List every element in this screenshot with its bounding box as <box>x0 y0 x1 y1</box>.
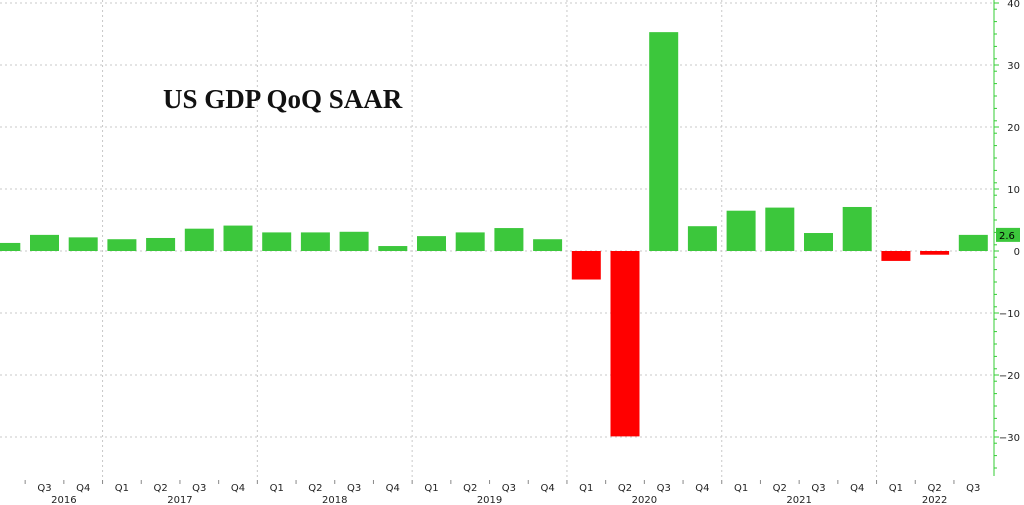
bar <box>0 242 21 251</box>
x-quarter-label: Q1 <box>734 483 748 494</box>
last-value-box <box>996 227 1020 242</box>
x-quarter-label: Q1 <box>889 483 903 494</box>
bar <box>494 228 524 251</box>
x-quarter-label: Q4 <box>231 483 245 494</box>
y-tick-label: −20 <box>999 371 1020 382</box>
bar <box>571 251 601 280</box>
bar <box>610 251 640 437</box>
bar <box>920 251 950 255</box>
bar <box>223 225 253 251</box>
x-year-label: 2018 <box>322 495 347 505</box>
x-year-label: 2020 <box>632 495 657 505</box>
x-quarter-label: Q1 <box>270 483 284 494</box>
x-quarter-label: Q1 <box>579 483 593 494</box>
x-quarter-label: Q3 <box>811 483 825 494</box>
bar <box>455 232 485 251</box>
bar <box>649 32 679 251</box>
last-value-label: 2.6 <box>999 231 1015 242</box>
y-tick-label: −10 <box>999 309 1020 320</box>
x-year-label: 2019 <box>477 495 502 505</box>
x-quarter-label: Q2 <box>153 483 167 494</box>
y-tick-label: 30 <box>1007 61 1020 72</box>
x-quarter-label: Q3 <box>966 483 980 494</box>
y-tick-label: 40 <box>1007 0 1020 10</box>
x-quarter-label: Q2 <box>463 483 477 494</box>
bar <box>842 206 872 251</box>
bar <box>765 207 795 251</box>
grid-layer <box>0 0 994 480</box>
x-quarter-label: Q2 <box>308 483 322 494</box>
bar <box>300 232 330 251</box>
bar <box>804 233 833 251</box>
bar <box>146 237 176 251</box>
bar <box>687 226 717 251</box>
bar <box>30 234 59 251</box>
axis-layer: 40 30 20 10 0 −10 −20 −30 2.6 Q3 Q4 Q1 Q2 Q3 Q4 Q1 Q2 Q3 Q… <box>24 0 1020 505</box>
x-quarter-label: Q3 <box>37 483 51 494</box>
bar <box>958 234 988 251</box>
x-year-label: 2022 <box>922 495 947 505</box>
x-quarter-label: Q4 <box>850 483 864 494</box>
y-tick-label: 0 <box>1014 247 1020 258</box>
x-quarter-label: Q1 <box>115 483 129 494</box>
bar <box>68 237 98 251</box>
bar <box>262 232 292 251</box>
x-quarter-label: Q4 <box>386 483 400 494</box>
x-quarter-label: Q2 <box>618 483 632 494</box>
bar <box>726 210 756 251</box>
bar <box>533 239 563 251</box>
x-quarter-label: Q4 <box>76 483 90 494</box>
bar <box>339 231 369 251</box>
y-tick-label: 10 <box>1007 185 1020 196</box>
bar <box>417 236 446 251</box>
bar <box>184 228 214 251</box>
x-quarter-label: Q3 <box>192 483 206 494</box>
x-quarter-label: Q3 <box>347 483 361 494</box>
bar <box>881 251 911 261</box>
x-quarter-label: Q2 <box>927 483 941 494</box>
x-quarter-label: Q3 <box>657 483 671 494</box>
x-quarter-label: Q1 <box>424 483 438 494</box>
x-quarter-label: Q4 <box>695 483 709 494</box>
y-tick-label: 20 <box>1007 123 1020 134</box>
x-quarter-label: Q3 <box>502 483 516 494</box>
y-tick-label: −30 <box>999 433 1020 444</box>
x-quarter-label: Q2 <box>773 483 787 494</box>
x-quarter-label: Q4 <box>540 483 554 494</box>
x-year-label: 2017 <box>167 495 192 505</box>
bar <box>378 246 408 251</box>
bar <box>107 239 137 251</box>
x-year-label: 2021 <box>786 495 811 505</box>
chart-title: US GDP QoQ SAAR <box>163 84 403 114</box>
x-year-label: 2016 <box>51 495 76 505</box>
bar-layer <box>0 32 988 437</box>
